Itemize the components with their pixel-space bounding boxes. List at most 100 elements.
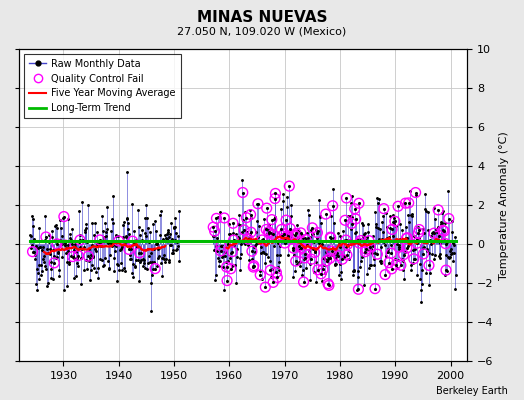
Point — [242, 214, 250, 221]
Point — [379, 206, 388, 212]
Y-axis label: Temperature Anomaly (°C): Temperature Anomaly (°C) — [499, 131, 509, 280]
Point — [217, 243, 225, 249]
Point — [402, 235, 411, 242]
Point — [329, 202, 337, 209]
Legend: Raw Monthly Data, Quality Control Fail, Five Year Moving Average, Long-Term Tren: Raw Monthly Data, Quality Control Fail, … — [24, 54, 181, 118]
Point — [439, 227, 447, 234]
Point — [297, 230, 305, 236]
Point — [302, 236, 310, 243]
Point — [263, 205, 271, 211]
Point — [325, 255, 334, 262]
Point — [258, 237, 266, 243]
Point — [299, 279, 308, 285]
Point — [286, 225, 294, 232]
Point — [326, 235, 335, 241]
Point — [135, 250, 144, 256]
Point — [401, 200, 410, 206]
Point — [317, 270, 325, 277]
Point — [222, 264, 231, 270]
Point — [362, 246, 370, 252]
Point — [425, 262, 433, 268]
Point — [319, 266, 327, 273]
Point — [415, 226, 423, 233]
Point — [394, 203, 402, 210]
Point — [247, 229, 255, 236]
Point — [322, 211, 330, 217]
Point — [265, 230, 274, 236]
Point — [268, 216, 276, 223]
Point — [209, 224, 217, 230]
Point — [328, 248, 336, 254]
Point — [229, 220, 237, 226]
Point — [246, 211, 255, 218]
Point — [264, 229, 272, 235]
Point — [211, 228, 219, 234]
Point — [388, 226, 396, 232]
Point — [249, 262, 258, 269]
Point — [248, 248, 256, 254]
Point — [281, 234, 289, 241]
Point — [361, 248, 369, 255]
Point — [271, 195, 279, 202]
Point — [254, 200, 262, 207]
Point — [125, 246, 133, 252]
Text: MINAS NUEVAS: MINAS NUEVAS — [196, 10, 328, 25]
Point — [300, 255, 309, 261]
Point — [223, 277, 231, 284]
Point — [50, 260, 58, 266]
Point — [42, 234, 50, 240]
Point — [391, 261, 400, 268]
Point — [442, 267, 450, 273]
Point — [282, 217, 290, 223]
Point — [355, 240, 364, 246]
Point — [278, 232, 286, 239]
Point — [228, 248, 236, 255]
Text: Berkeley Earth: Berkeley Earth — [436, 386, 508, 396]
Point — [261, 284, 269, 290]
Point — [128, 238, 137, 244]
Point — [60, 213, 68, 220]
Point — [61, 242, 70, 248]
Point — [115, 238, 123, 244]
Point — [84, 253, 93, 259]
Point — [444, 215, 453, 222]
Point — [351, 206, 359, 212]
Point — [342, 237, 350, 243]
Point — [256, 272, 265, 278]
Point — [356, 237, 365, 244]
Point — [413, 240, 421, 246]
Point — [280, 240, 289, 246]
Point — [230, 237, 238, 243]
Point — [289, 245, 298, 251]
Point — [277, 226, 286, 233]
Point — [355, 200, 363, 206]
Point — [373, 251, 381, 257]
Point — [354, 286, 363, 292]
Point — [322, 258, 331, 264]
Point — [434, 207, 442, 213]
Point — [402, 245, 411, 251]
Point — [272, 269, 280, 276]
Point — [352, 216, 360, 222]
Point — [385, 260, 393, 266]
Point — [371, 286, 379, 292]
Point — [262, 226, 270, 233]
Point — [410, 256, 418, 262]
Point — [430, 230, 438, 236]
Point — [347, 220, 356, 227]
Point — [266, 267, 275, 273]
Point — [295, 243, 303, 249]
Text: 27.050 N, 109.020 W (Mexico): 27.050 N, 109.020 W (Mexico) — [178, 26, 346, 36]
Point — [397, 262, 405, 268]
Point — [151, 266, 159, 272]
Point — [440, 228, 449, 234]
Point — [310, 249, 319, 256]
Point — [291, 258, 300, 264]
Point — [342, 195, 351, 201]
Point — [226, 266, 235, 272]
Point — [271, 190, 280, 197]
Point — [435, 232, 443, 239]
Point — [334, 252, 342, 259]
Point — [341, 217, 350, 224]
Point — [441, 240, 450, 247]
